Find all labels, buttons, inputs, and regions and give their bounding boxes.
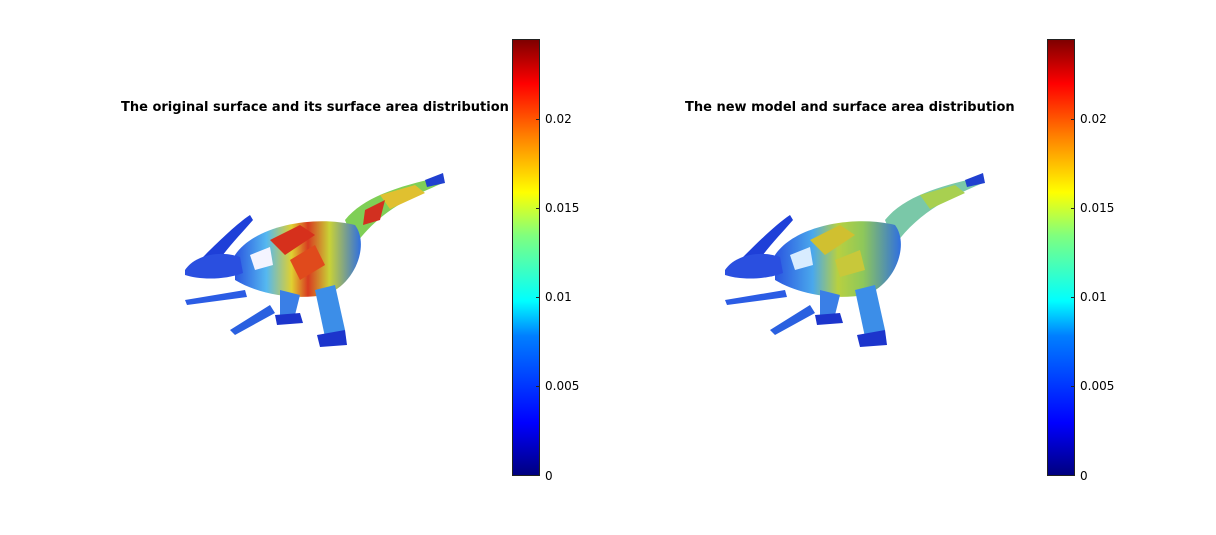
panel-new-model: The new model and surface area distribut… xyxy=(608,0,1216,535)
colorbar-tick xyxy=(536,208,540,209)
colorbar-tick-label: 0.015 xyxy=(1080,201,1115,215)
colorbar-tick xyxy=(536,386,540,387)
colorbar-tick xyxy=(1071,297,1075,298)
colorbar-tick-label: 0.01 xyxy=(545,290,572,304)
dinosaur-mesh-new xyxy=(725,173,985,347)
panel-original: The original surface and its surface are… xyxy=(121,39,580,483)
dinosaur-mesh-original xyxy=(185,173,445,347)
panel-title: The original surface and its surface are… xyxy=(121,100,509,115)
colorbar-tick-label: 0.02 xyxy=(1080,112,1107,126)
colorbar-tick xyxy=(536,119,540,120)
colorbar xyxy=(1047,39,1075,476)
colorbar-tick-label: 0.02 xyxy=(545,112,572,126)
colorbar-tick xyxy=(1071,119,1075,120)
colorbar-tick-label: 0 xyxy=(545,469,553,483)
colorbar-tick-label: 0.015 xyxy=(545,201,580,215)
colorbar xyxy=(512,39,540,476)
colorbar-tick-label: 0.005 xyxy=(545,379,580,393)
colorbar-tick xyxy=(1071,386,1075,387)
colorbar-tick xyxy=(536,475,540,476)
colorbar-tick-label: 0.01 xyxy=(1080,290,1107,304)
colorbar-tick xyxy=(1071,475,1075,476)
colorbar-tick xyxy=(536,297,540,298)
colorbar-tick-label: 0.005 xyxy=(1080,379,1115,393)
panel-title: The new model and surface area distribut… xyxy=(685,100,1015,115)
colorbar-tick-label: 0 xyxy=(1080,469,1088,483)
colorbar-tick xyxy=(1071,208,1075,209)
